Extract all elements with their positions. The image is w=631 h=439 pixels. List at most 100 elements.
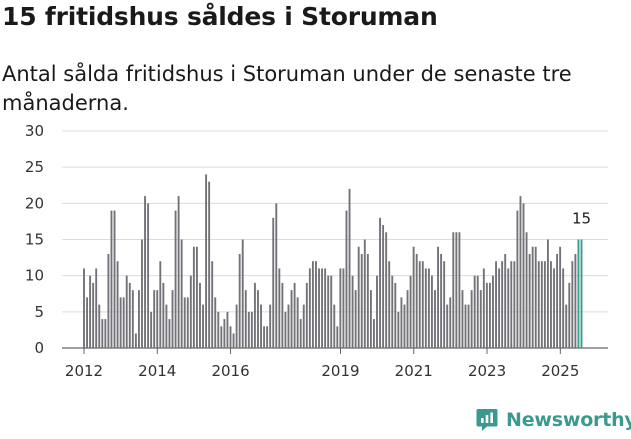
bar <box>421 261 424 348</box>
bar <box>281 282 284 348</box>
bar <box>186 297 189 348</box>
bar <box>250 311 253 348</box>
bar <box>394 282 397 348</box>
bar <box>357 246 360 348</box>
bar <box>397 311 400 348</box>
bar <box>156 290 159 348</box>
brand-name: Newsworthy <box>506 409 631 431</box>
x-axis-ticks: 2012 2014 2016 2019 2021 2023 2025 <box>65 348 579 380</box>
bar <box>321 268 324 348</box>
bar <box>559 246 562 348</box>
x-tick-label: 2019 <box>321 362 359 380</box>
bar <box>388 261 391 348</box>
bar <box>455 232 458 348</box>
bar <box>98 304 101 348</box>
bar <box>479 290 482 348</box>
y-tick-label: 5 <box>34 303 44 321</box>
bar <box>473 275 476 348</box>
bar <box>238 253 241 348</box>
bar <box>351 275 354 348</box>
bar <box>363 239 366 348</box>
bar-highlight <box>577 239 580 348</box>
bar <box>247 311 250 348</box>
y-tick-label: 0 <box>34 339 44 357</box>
bar <box>241 239 244 348</box>
bar <box>208 181 211 348</box>
bar <box>562 268 565 348</box>
bar <box>415 253 418 348</box>
bar <box>519 196 522 348</box>
bar <box>177 196 180 348</box>
last-value-label: 15 <box>572 210 591 228</box>
bar <box>134 333 137 348</box>
bar <box>406 290 409 348</box>
y-tick-label: 20 <box>25 194 44 212</box>
bar <box>147 203 150 348</box>
bar <box>287 304 290 348</box>
x-tick-label: 2021 <box>395 362 433 380</box>
bar <box>412 246 415 348</box>
bar <box>324 268 327 348</box>
bar <box>354 290 357 348</box>
bar <box>482 268 485 348</box>
bar <box>217 311 220 348</box>
bar <box>333 304 336 348</box>
bar <box>122 297 125 348</box>
bar <box>568 282 571 348</box>
bar <box>119 297 122 348</box>
bar <box>501 261 504 348</box>
bar <box>540 261 543 348</box>
bar <box>174 210 177 348</box>
bar <box>113 210 116 348</box>
bar <box>220 326 223 348</box>
bar <box>516 210 519 348</box>
bar <box>400 297 403 348</box>
bar <box>485 282 488 348</box>
bar <box>235 304 238 348</box>
bar <box>446 304 449 348</box>
bar <box>296 297 299 348</box>
bar <box>290 290 293 348</box>
bar <box>137 290 140 348</box>
x-tick-label: 2025 <box>541 362 579 380</box>
bars <box>83 174 583 348</box>
bar <box>553 268 555 348</box>
bar <box>403 304 406 348</box>
bar <box>543 261 546 348</box>
bar <box>376 275 378 348</box>
bar <box>437 246 439 348</box>
bar <box>531 246 534 348</box>
bar <box>299 319 302 348</box>
bar <box>205 174 208 348</box>
bar <box>180 239 183 348</box>
bar <box>391 275 394 348</box>
bar <box>95 268 98 348</box>
bar <box>165 304 168 348</box>
bar <box>141 239 143 348</box>
chart-title: 15 fritidshus såldes i Storuman <box>2 2 438 31</box>
bar <box>284 311 287 348</box>
bar <box>269 304 272 348</box>
bar <box>89 275 92 348</box>
bar <box>461 290 464 348</box>
bar <box>571 261 574 348</box>
bar <box>92 282 95 348</box>
bar <box>476 275 479 348</box>
brand-logo: Newsworthy <box>476 408 631 432</box>
bar <box>488 282 491 348</box>
bar <box>150 311 153 348</box>
y-tick-label: 15 <box>25 231 44 249</box>
bar <box>232 333 235 348</box>
bar <box>574 253 577 348</box>
bar <box>183 297 186 348</box>
bar <box>534 246 537 348</box>
bar <box>507 268 510 348</box>
bar <box>546 239 549 348</box>
bar <box>424 268 427 348</box>
bar <box>189 275 192 348</box>
bar <box>467 304 470 348</box>
bar <box>101 319 104 348</box>
bar <box>537 261 540 348</box>
newsworthy-logo-icon <box>476 409 498 431</box>
